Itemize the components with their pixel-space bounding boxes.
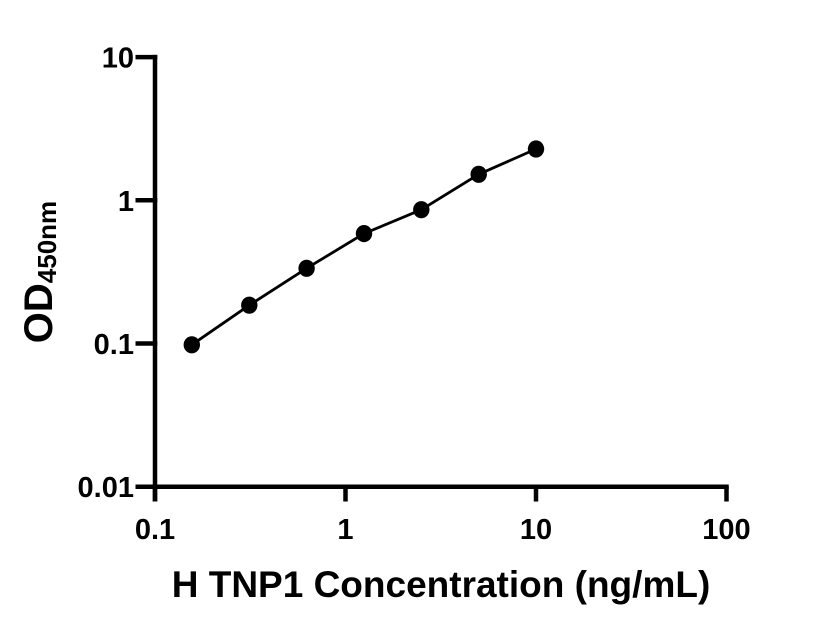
y-tick-label: 0.01 [78,472,134,504]
x-tick-label: 1 [337,514,353,546]
x-tick-label: 100 [702,514,750,546]
data-point-marker [413,201,430,219]
y-tick-label: 10 [102,43,134,75]
y-tick-label: 0.1 [94,329,134,361]
y-axis-title-main: OD [17,283,61,344]
x-tick-label: 0.1 [135,514,175,546]
data-point-marker [241,296,258,314]
data-point-marker [355,225,373,243]
x-axis-title: H TNP1 Concentration (ng/mL) [171,564,711,605]
x-tick-label: 10 [520,514,552,546]
data-point-marker [527,140,545,158]
data-point-marker [183,336,200,354]
y-axis-title: OD 450nm [17,172,79,372]
data-point-marker [470,165,487,183]
data-point-marker [298,259,315,277]
y-tick-label: 1 [118,186,134,218]
y-axis-title-subscript: 450nm [32,200,62,284]
